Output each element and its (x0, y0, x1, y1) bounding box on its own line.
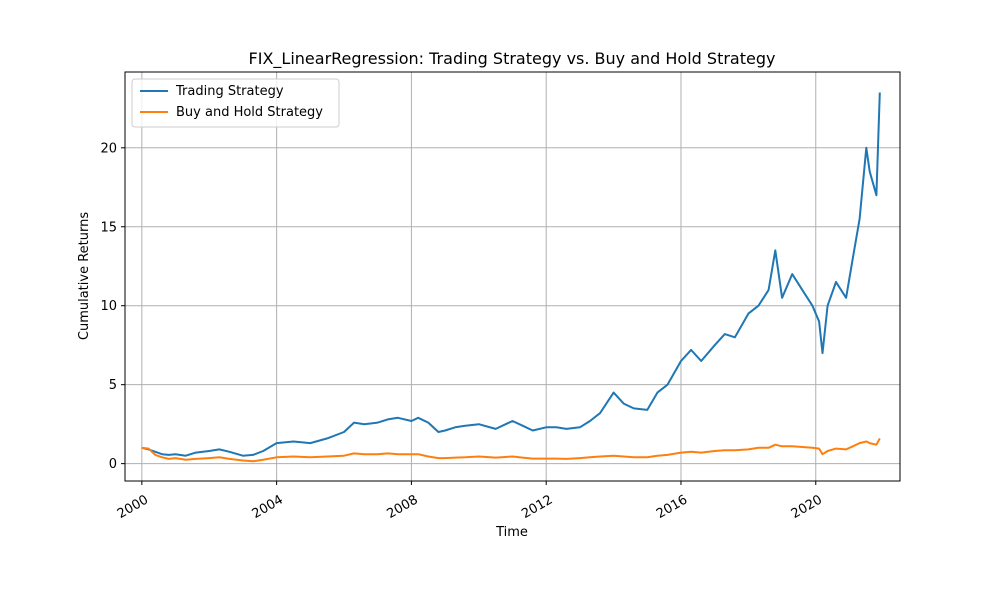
y-tick-label: 5 (109, 378, 117, 393)
x-tick-label: 2000 (115, 492, 151, 522)
y-tick-label: 15 (100, 220, 117, 235)
legend-label-trading-strategy: Trading Strategy (175, 84, 284, 99)
plot-frame (124, 71, 901, 482)
x-axis-title: Time (495, 525, 528, 540)
y-axis-title: Cumulative Returns (77, 212, 92, 340)
x-tick-label: 2012 (519, 492, 555, 522)
y-tick-label: 20 (100, 141, 117, 156)
x-tick-label: 2008 (384, 492, 420, 522)
x-tick-label: 2004 (250, 492, 286, 522)
x-tick-label: 2016 (654, 492, 690, 522)
y-tick-label: 0 (109, 457, 117, 472)
series-line-buy-and-hold-strategy (141, 437, 881, 463)
chart-title: FIX_LinearRegression: Trading Strategy v… (249, 49, 776, 69)
x-tick-label: 2020 (789, 492, 825, 522)
legend: Trading Strategy Buy and Hold Strategy (131, 78, 340, 128)
series (141, 92, 881, 463)
legend-label-buy-and-hold-strategy: Buy and Hold Strategy (176, 105, 323, 120)
y-tick-label: 10 (100, 299, 117, 314)
axes: 2000 2004 2008 2012 2016 2020 0 5 10 15 20 (100, 141, 825, 522)
legend-box (131, 78, 340, 128)
grid (125, 72, 900, 481)
series-line-trading-strategy (141, 92, 881, 457)
